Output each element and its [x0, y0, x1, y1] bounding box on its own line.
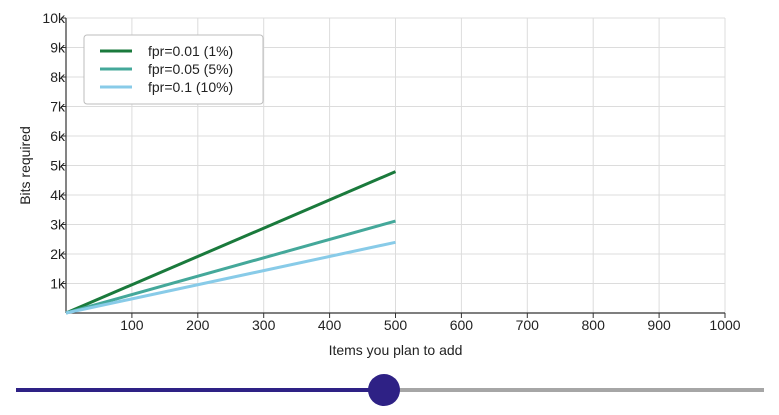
items-slider[interactable]: [16, 374, 764, 406]
x-tick-label: 100: [120, 317, 144, 333]
x-tick-label: 700: [516, 317, 540, 333]
x-tick-label: 900: [647, 317, 671, 333]
x-tick-label: 400: [318, 317, 342, 333]
series-line: [65, 170, 397, 315]
slider-thumb[interactable]: [368, 374, 400, 406]
y-tick-label: 9k: [50, 40, 66, 56]
x-tick-label: 800: [582, 317, 606, 333]
axes: [61, 17, 726, 318]
x-tick-label: 500: [384, 317, 408, 333]
y-tick-label: 4k: [50, 187, 66, 203]
x-tick-label: 1000: [709, 317, 740, 333]
x-tick-labels: 100 200 300 400 500 600 700 800 900 1000: [120, 317, 741, 333]
slider-fill: [16, 388, 384, 392]
x-tick-label: 200: [186, 317, 210, 333]
legend: fpr=0.01 (1%) fpr=0.05 (5%) fpr=0.1 (10%): [83, 34, 264, 105]
series-line: [65, 219, 396, 315]
x-axis-title: Items you plan to add: [329, 342, 463, 358]
series-lines: [65, 170, 397, 315]
y-axis-title: Bits required: [17, 126, 33, 205]
y-tick-label: 6k: [50, 128, 66, 144]
series-line: [65, 240, 396, 315]
bits-chart: 100 200 300 400 500 600 700 800 900 1000 1k 2k 3k 4k…: [17, 10, 741, 358]
legend-label: fpr=0.05 (5%): [148, 61, 233, 77]
y-tick-label: 5k: [50, 158, 66, 174]
y-tick-label: 3k: [50, 217, 66, 233]
y-tick-label: 2k: [50, 246, 66, 262]
y-tick-label: 10k: [42, 10, 66, 26]
legend-label: fpr=0.1 (10%): [148, 79, 233, 95]
y-tick-label: 8k: [50, 69, 66, 85]
y-tick-labels: 1k 2k 3k 4k 5k 6k 7k 8k 9k 10k: [42, 10, 66, 292]
y-tick-label: 7k: [50, 99, 66, 115]
x-tick-label: 300: [252, 317, 276, 333]
x-tick-label: 600: [450, 317, 474, 333]
y-tick-label: 1k: [50, 276, 66, 292]
legend-label: fpr=0.01 (1%): [148, 43, 233, 59]
